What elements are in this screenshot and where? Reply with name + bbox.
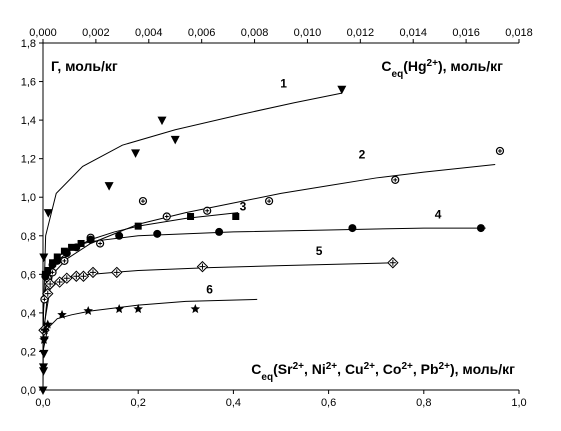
point-square: [44, 266, 52, 274]
point-square: [68, 243, 76, 251]
point-star: [40, 325, 50, 335]
y-tick-label: 0,8: [21, 231, 36, 243]
x-tick-label: 0,4: [226, 397, 241, 409]
point-triangle: [39, 253, 49, 262]
point-diamond-plus-cross: [389, 259, 396, 266]
point-star: [114, 304, 124, 314]
point-triangle: [38, 386, 48, 395]
top-x-tick-label: 0,006: [188, 27, 216, 39]
point-triangle: [39, 349, 49, 359]
plot-labels: 1 2 3 4 5 6: [206, 76, 441, 296]
point-square: [187, 213, 195, 220]
point-diamond-plus-cross: [47, 280, 54, 287]
top-x-axis-label: Ceq(Hg2+), моль/кг: [381, 58, 503, 80]
top-x-tick-label: 0,000: [29, 27, 57, 39]
point-triangle: [170, 135, 180, 145]
point-circle-plus-cross: [393, 177, 398, 182]
x-tick-label: 0,8: [416, 397, 431, 409]
point-star: [83, 305, 93, 316]
top-x-tick-label: 0,004: [135, 27, 163, 39]
top-x-tick-label: 0,002: [82, 27, 110, 39]
point-diamond-plus-cross: [44, 290, 51, 297]
point-circle-plus-cross: [62, 258, 67, 263]
point-circle-plus-cross: [497, 148, 502, 153]
top-x-tick-label: 0,014: [399, 27, 427, 39]
y-tick-label: 0,6: [21, 269, 36, 281]
point-triangle: [337, 85, 347, 95]
point-diamond-plus-cross: [56, 279, 63, 286]
point-circle-plus-cross: [98, 241, 103, 246]
y-tick-label: 0,0: [21, 385, 36, 397]
y-tick-label: 0,4: [21, 308, 36, 320]
point-circle: [153, 229, 162, 238]
y-tick-label: 0,2: [21, 346, 36, 358]
point-diamond-plus-cross: [89, 269, 96, 276]
point-circle-plus-cross: [267, 199, 272, 204]
point-circle-plus-cross: [164, 214, 169, 219]
top-x-tick-label: 0,016: [452, 27, 480, 39]
x-tick-label: 0,0: [35, 397, 50, 409]
curve-label-5: 5: [316, 244, 323, 258]
point-triangle: [43, 209, 53, 218]
plot-points: [38, 85, 505, 395]
point-triangle: [157, 116, 167, 126]
curve-label-2: 2: [359, 148, 366, 162]
x-tick-label: 0,2: [131, 397, 146, 409]
y-tick-label: 1,2: [21, 154, 36, 166]
point-circle-plus-cross: [205, 208, 210, 213]
x-axis-label: Ceq(Sr2+, Ni2+, Cu2+, Co2+, Pb2+), моль/…: [251, 361, 515, 383]
point-circle: [115, 231, 124, 240]
point-diamond-plus-cross: [63, 275, 70, 282]
point-circle: [53, 256, 62, 265]
point-circle: [215, 227, 224, 236]
top-x-tick-label: 0,008: [241, 27, 269, 39]
point-star: [190, 304, 201, 314]
y-tick-label: 1,6: [21, 77, 36, 89]
point-circle: [41, 272, 50, 281]
point-circle: [62, 249, 71, 258]
point-star: [43, 319, 53, 329]
y-tick-label: 1,0: [21, 192, 36, 204]
curve-label-4: 4: [435, 207, 442, 221]
x-tick-label: 1,0: [511, 397, 526, 409]
curve-label-3: 3: [240, 200, 247, 214]
point-triangle: [38, 363, 48, 372]
point-circle: [72, 243, 81, 252]
curve-label-6: 6: [206, 283, 213, 297]
point-circle-plus-cross: [140, 199, 145, 204]
point-diamond-plus-cross: [199, 263, 206, 270]
point-triangle: [131, 149, 141, 158]
point-square: [232, 213, 240, 220]
x-tick-label: 0,6: [321, 397, 336, 409]
curve-label-1: 1: [280, 76, 287, 90]
y-tick-label: 1,8: [21, 38, 36, 50]
top-x-tick-label: 0,018: [505, 27, 533, 39]
point-diamond-plus-cross: [80, 273, 87, 280]
point-star: [133, 304, 143, 314]
point-diamond-plus-cross: [113, 269, 120, 276]
point-square: [134, 222, 142, 230]
y-tick-label: 1,4: [21, 115, 36, 127]
point-circle: [348, 224, 357, 233]
point-triangle: [104, 182, 114, 191]
point-triangle: [39, 336, 49, 345]
plot-axes: 0,0 0,2 0,4 0,6 0,8 1,0 0,000 0,002 0,004 0,006 0,…: [21, 27, 533, 409]
top-x-tick-label: 0,010: [294, 27, 322, 39]
point-circle: [86, 235, 95, 244]
y-axis-label: Г, моль/кг: [51, 58, 118, 74]
point-square: [77, 239, 85, 247]
top-x-tick-label: 0,012: [347, 27, 375, 39]
point-circle: [476, 224, 485, 233]
point-circle-plus-cross: [42, 297, 47, 302]
point-star: [57, 309, 67, 319]
